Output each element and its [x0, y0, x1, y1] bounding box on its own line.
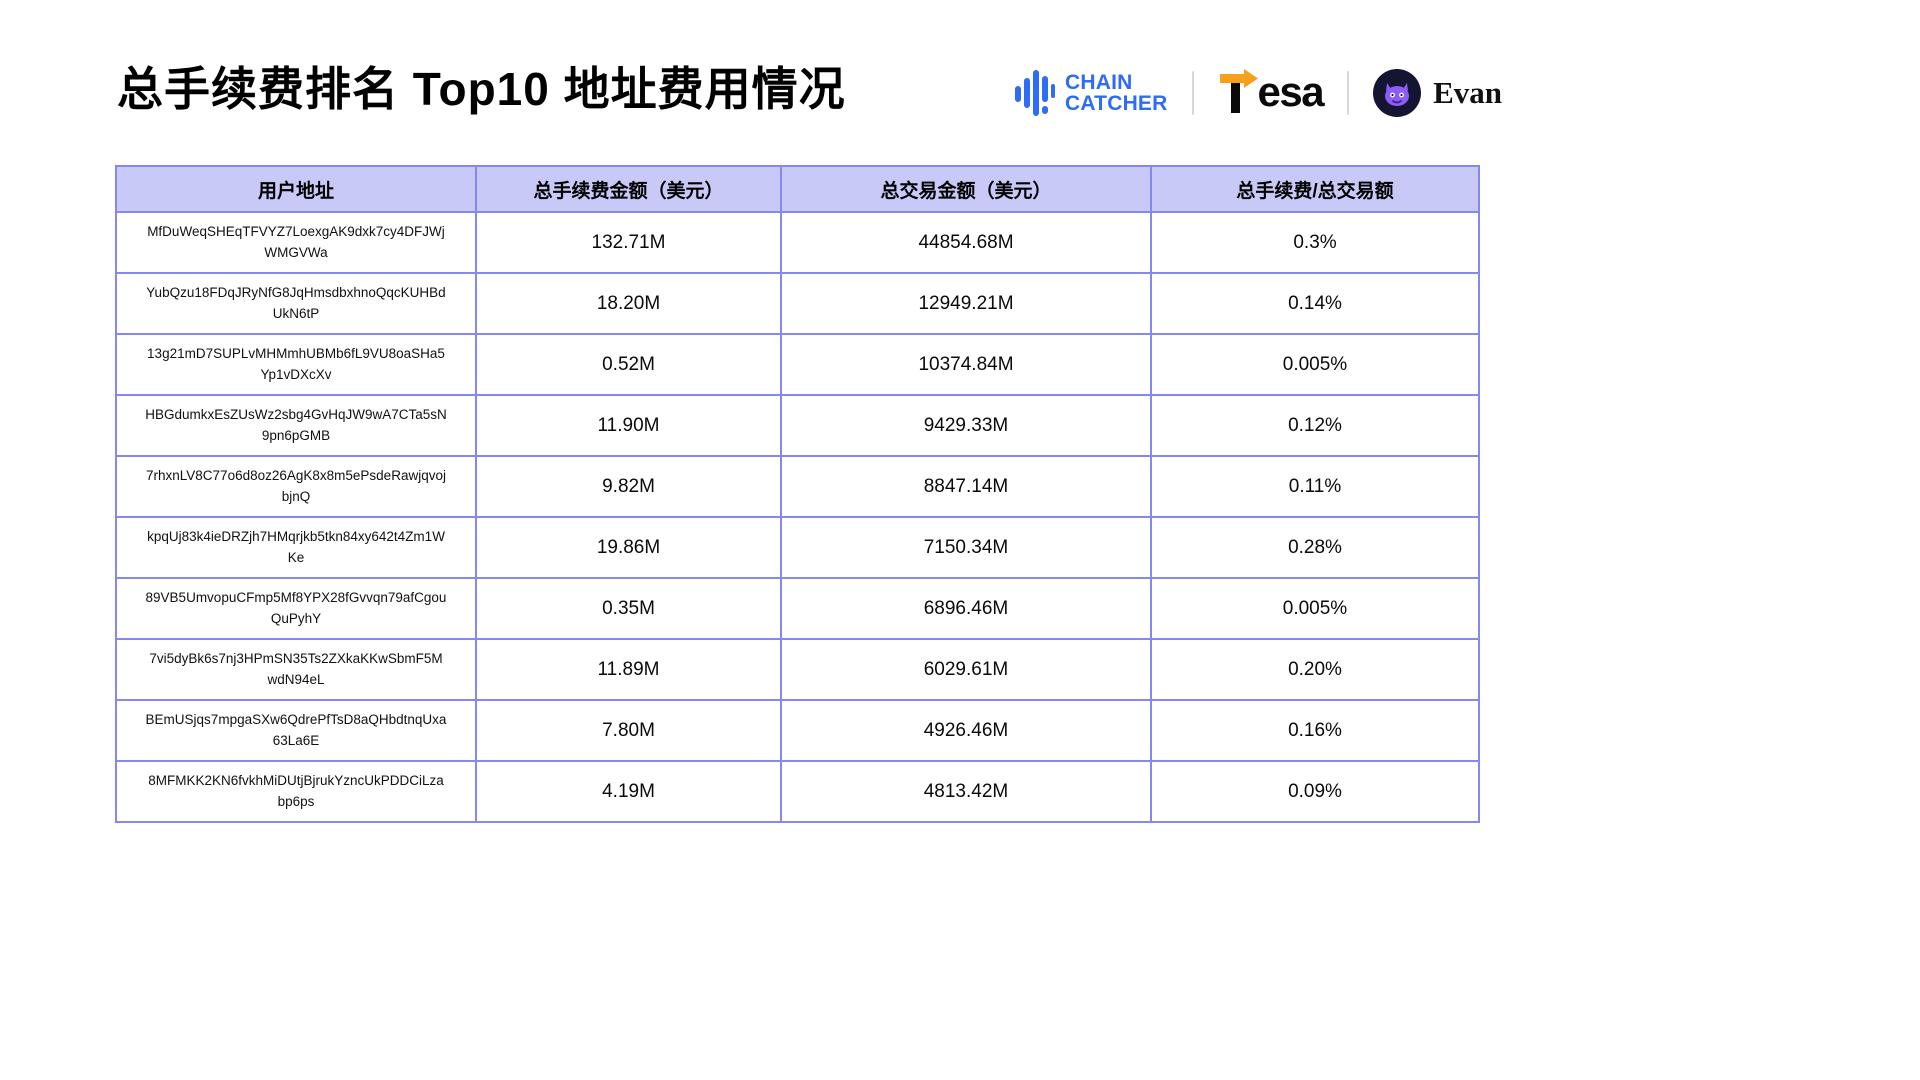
- evan-avatar: [1373, 69, 1422, 117]
- table-row: MfDuWeqSHEqTFVYZ7LoexgAK9dxk7cy4DFJWjWMG…: [115, 211, 1480, 274]
- evan-label: Evan: [1433, 75, 1503, 110]
- fee-cell: 4.19M: [475, 760, 782, 823]
- table-row: kpqUj83k4ieDRZjh7HMqrjkb5tkn84xy642t4Zm1…: [115, 516, 1480, 579]
- table-row: YubQzu18FDqJRyNfG8JqHmsdbxhnoQqcKUHBdUkN…: [115, 272, 1480, 335]
- brand-divider: [1191, 71, 1194, 115]
- volume-cell: 6896.46M: [780, 577, 1152, 640]
- table-row: 8MFMKK2KN6fvkhMiDUtjBjrukYzncUkPDDCiLzab…: [115, 760, 1480, 823]
- col-header-fee: 总手续费金额（美元）: [475, 165, 782, 213]
- volume-cell: 9429.33M: [780, 394, 1152, 457]
- tesa-wordmark: esa: [1257, 68, 1325, 115]
- table-row: HBGdumkxEsZUsWz2sbg4GvHqJW9wA7CTa5sN9pn6…: [115, 394, 1480, 457]
- chaincatcher-logo: CHAIN CATCHER: [1015, 66, 1168, 120]
- volume-cell: 12949.21M: [780, 272, 1152, 335]
- address-cell: 7vi5dyBk6s7nj3HPmSN35Ts2ZXkaKKwSbmF5MwdN…: [115, 638, 477, 701]
- table-row: 13g21mD7SUPLvMHMmhUBMb6fL9VU8oaSHa5Yp1vD…: [115, 333, 1480, 396]
- page-title: 总手续费排名 Top10 地址费用情况: [117, 63, 846, 115]
- header-row: 用户地址 总手续费金额（美元） 总交易金额（美元） 总手续费/总交易额: [115, 165, 1480, 213]
- address-cell: MfDuWeqSHEqTFVYZ7LoexgAK9dxk7cy4DFJWjWMG…: [115, 211, 477, 274]
- fee-cell: 11.90M: [475, 394, 782, 457]
- col-header-address: 用户地址: [115, 165, 477, 213]
- fee-cell: 9.82M: [475, 455, 782, 518]
- fee-table: 用户地址 总手续费金额（美元） 总交易金额（美元） 总手续费/总交易额 MfDu…: [115, 165, 1480, 823]
- col-header-volume: 总交易金额（美元）: [780, 165, 1152, 213]
- address-cell: kpqUj83k4ieDRZjh7HMqrjkb5tkn84xy642t4Zm1…: [115, 516, 477, 579]
- volume-cell: 10374.84M: [780, 333, 1152, 396]
- fee-cell: 0.35M: [475, 577, 782, 640]
- volume-cell: 6029.61M: [780, 638, 1152, 701]
- fee-cell: 19.86M: [475, 516, 782, 579]
- ratio-cell: 0.09%: [1150, 760, 1480, 823]
- volume-cell: 4926.46M: [780, 699, 1152, 762]
- chaincatcher-line2: CATCHER: [1065, 92, 1168, 115]
- address-cell: HBGdumkxEsZUsWz2sbg4GvHqJW9wA7CTa5sN9pn6…: [115, 394, 477, 457]
- table-row: 7rhxnLV8C77o6d8oz26AgK8x8m5ePsdeRawjqvoj…: [115, 455, 1480, 518]
- chaincatcher-line1: CHAIN: [1065, 70, 1133, 94]
- address-cell: 8MFMKK2KN6fvkhMiDUtjBjrukYzncUkPDDCiLzab…: [115, 760, 477, 823]
- ratio-cell: 0.3%: [1150, 211, 1480, 274]
- table-row: 89VB5UmvopuCFmp5Mf8YPX28fGvvqn79afCgouQu…: [115, 577, 1480, 640]
- fee-cell: 18.20M: [475, 272, 782, 335]
- fee-cell: 11.89M: [475, 638, 782, 701]
- fee-cell: 132.71M: [475, 211, 782, 274]
- volume-cell: 44854.68M: [780, 211, 1152, 274]
- ratio-cell: 0.16%: [1150, 699, 1480, 762]
- col-header-ratio: 总手续费/总交易额: [1150, 165, 1480, 213]
- address-cell: BEmUSjqs7mpgaSXw6QdrePfTsD8aQHbdtnqUxa63…: [115, 699, 477, 762]
- table-row: 7vi5dyBk6s7nj3HPmSN35Ts2ZXkaKKwSbmF5MwdN…: [115, 638, 1480, 701]
- fee-cell: 0.52M: [475, 333, 782, 396]
- address-cell: 13g21mD7SUPLvMHMmhUBMb6fL9VU8oaSHa5Yp1vD…: [115, 333, 477, 396]
- address-cell: 89VB5UmvopuCFmp5Mf8YPX28fGvvqn79afCgouQu…: [115, 577, 477, 640]
- table-row: BEmUSjqs7mpgaSXw6QdrePfTsD8aQHbdtnqUxa63…: [115, 699, 1480, 762]
- chaincatcher-wordmark: CHAIN CATCHER: [1065, 70, 1168, 115]
- volume-cell: 8847.14M: [780, 455, 1152, 518]
- volume-cell: 4813.42M: [780, 760, 1152, 823]
- fee-cell: 7.80M: [475, 699, 782, 762]
- volume-cell: 7150.34M: [780, 516, 1152, 579]
- ratio-cell: 0.14%: [1150, 272, 1480, 335]
- tesa-arrow-icon: [1219, 69, 1258, 113]
- evan-logo: Evan: [1373, 69, 1502, 117]
- ratio-cell: 0.20%: [1150, 638, 1480, 701]
- tesa-logo: esa: [1218, 68, 1325, 117]
- address-cell: 7rhxnLV8C77o6d8oz26AgK8x8m5ePsdeRawjqvoj…: [115, 455, 477, 518]
- chaincatcher-icon: [1015, 70, 1055, 116]
- ratio-cell: 0.11%: [1150, 455, 1480, 518]
- table-header: 用户地址 总手续费金额（美元） 总交易金额（美元） 总手续费/总交易额: [115, 165, 1480, 213]
- brand-bar: CHAIN CATCHER esa: [1015, 58, 1502, 128]
- ratio-cell: 0.005%: [1150, 333, 1480, 396]
- ratio-cell: 0.005%: [1150, 577, 1480, 640]
- table-body: MfDuWeqSHEqTFVYZ7LoexgAK9dxk7cy4DFJWjWMG…: [115, 211, 1480, 823]
- brand-divider: [1347, 71, 1350, 115]
- ratio-cell: 0.28%: [1150, 516, 1480, 579]
- ratio-cell: 0.12%: [1150, 394, 1480, 457]
- address-cell: YubQzu18FDqJRyNfG8JqHmsdbxhnoQqcKUHBdUkN…: [115, 272, 477, 335]
